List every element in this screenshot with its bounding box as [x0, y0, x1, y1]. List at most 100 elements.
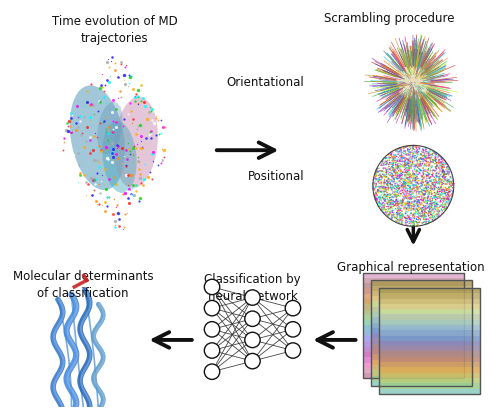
- Point: [382, 160, 390, 166]
- Point: [434, 173, 442, 180]
- Point: [374, 183, 382, 190]
- Point: [430, 150, 438, 156]
- Point: [381, 202, 389, 208]
- Point: [411, 210, 419, 217]
- Point: [428, 184, 436, 191]
- Point: [425, 161, 433, 168]
- Point: [372, 183, 380, 190]
- Point: [409, 173, 417, 180]
- Point: [398, 214, 406, 220]
- Point: [415, 203, 423, 210]
- Point: [385, 198, 393, 205]
- Point: [380, 176, 388, 183]
- Point: [428, 186, 436, 193]
- Point: [381, 196, 389, 203]
- Point: [390, 178, 398, 185]
- Point: [413, 184, 421, 191]
- Point: [384, 202, 392, 208]
- Point: [406, 215, 414, 222]
- Point: [426, 188, 434, 195]
- Point: [383, 189, 391, 196]
- Point: [434, 185, 442, 192]
- Point: [397, 172, 405, 178]
- Point: [438, 185, 446, 191]
- Point: [434, 154, 442, 161]
- Circle shape: [204, 343, 220, 358]
- Point: [414, 202, 422, 209]
- Point: [390, 162, 398, 168]
- Point: [400, 145, 408, 152]
- Point: [374, 178, 382, 184]
- Point: [430, 185, 438, 191]
- Point: [409, 221, 417, 228]
- Point: [411, 152, 419, 159]
- Point: [385, 163, 393, 170]
- Point: [396, 166, 404, 173]
- Point: [435, 153, 443, 159]
- Point: [425, 175, 433, 182]
- Point: [402, 215, 409, 222]
- Point: [409, 149, 417, 156]
- Point: [445, 197, 453, 203]
- Point: [432, 204, 440, 210]
- Point: [388, 167, 396, 174]
- Point: [377, 176, 385, 183]
- Point: [420, 207, 428, 213]
- Point: [440, 195, 448, 201]
- Point: [436, 187, 444, 194]
- Point: [420, 212, 428, 219]
- Point: [448, 179, 456, 186]
- Point: [374, 187, 382, 193]
- Point: [374, 195, 382, 202]
- Bar: [371, 317, 472, 322]
- Point: [405, 190, 413, 197]
- Point: [388, 197, 396, 204]
- Point: [392, 174, 400, 181]
- Point: [435, 211, 443, 217]
- Point: [398, 211, 406, 217]
- Bar: [371, 291, 472, 296]
- Point: [378, 194, 386, 200]
- Point: [438, 206, 446, 212]
- Point: [403, 193, 411, 200]
- Point: [422, 198, 430, 205]
- Point: [399, 184, 407, 190]
- Point: [414, 176, 422, 182]
- Point: [400, 168, 408, 175]
- Point: [405, 205, 413, 212]
- Point: [394, 174, 402, 181]
- Point: [402, 178, 410, 185]
- Point: [430, 217, 438, 224]
- Point: [384, 187, 392, 194]
- Point: [390, 176, 398, 183]
- Point: [374, 187, 382, 193]
- Point: [410, 146, 418, 152]
- Point: [442, 203, 450, 210]
- Point: [432, 189, 440, 196]
- Point: [400, 154, 408, 161]
- Point: [403, 169, 411, 176]
- Point: [438, 160, 446, 166]
- Point: [402, 156, 410, 163]
- Point: [438, 204, 446, 210]
- Point: [392, 164, 400, 171]
- Point: [400, 180, 408, 187]
- Point: [408, 186, 416, 193]
- Point: [398, 152, 406, 159]
- Point: [378, 198, 386, 204]
- Point: [397, 217, 405, 224]
- Point: [413, 159, 421, 166]
- Point: [378, 161, 386, 167]
- Point: [372, 178, 380, 185]
- Point: [430, 154, 438, 161]
- Point: [384, 164, 392, 171]
- Point: [408, 181, 416, 187]
- Point: [410, 165, 418, 171]
- Point: [438, 160, 446, 166]
- Point: [408, 196, 416, 203]
- Point: [422, 188, 430, 194]
- Point: [434, 191, 442, 198]
- Point: [440, 163, 448, 169]
- Point: [394, 217, 402, 223]
- Point: [408, 205, 416, 211]
